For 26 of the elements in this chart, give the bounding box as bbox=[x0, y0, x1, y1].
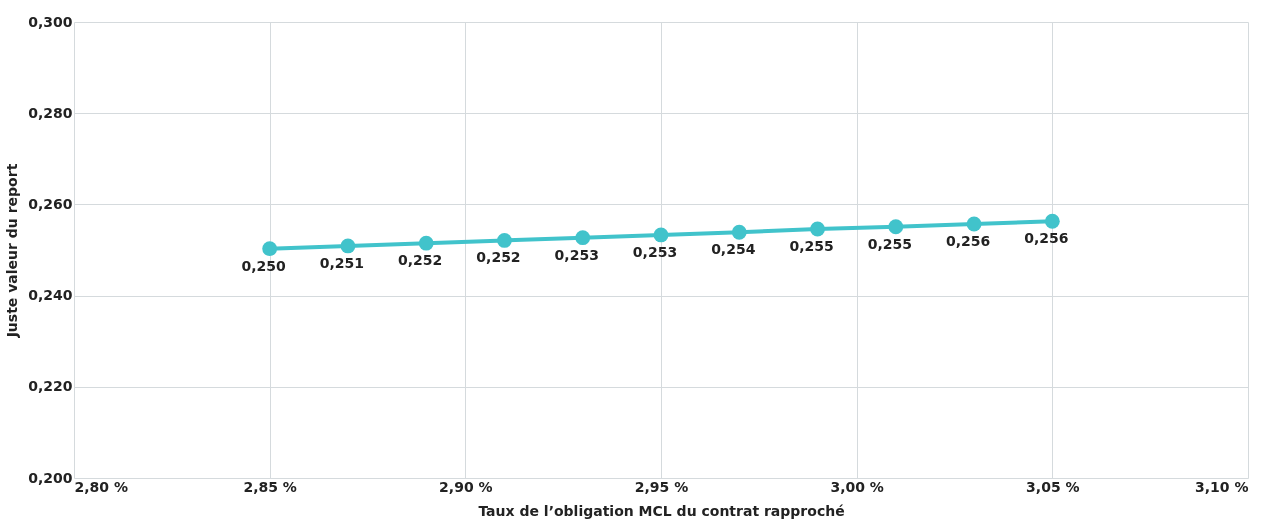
y-axis-title: Juste valeur du report bbox=[4, 163, 21, 339]
data-label: 0,256 bbox=[1024, 230, 1069, 247]
data-label: 0,255 bbox=[789, 238, 834, 255]
y-tick-label: 0,280 bbox=[28, 104, 73, 121]
x-tick-label: 3,05 % bbox=[1026, 478, 1080, 495]
x-tick-label: 3,00 % bbox=[830, 478, 884, 495]
data-label: 0,253 bbox=[554, 246, 599, 263]
y-tick-label: 0,200 bbox=[28, 469, 73, 486]
data-label: 0,252 bbox=[476, 249, 521, 266]
y-tick-label: 0,240 bbox=[28, 287, 73, 304]
data-label: 0,250 bbox=[241, 257, 287, 274]
data-label: 0,253 bbox=[632, 243, 678, 260]
y-tick-label: 0,220 bbox=[28, 378, 73, 395]
data-label: 0,254 bbox=[711, 241, 756, 258]
data-label: 0,251 bbox=[319, 254, 365, 271]
x-tick-label: 2,90 % bbox=[439, 478, 493, 495]
x-tick-label: 2,85 % bbox=[243, 478, 297, 495]
y-tick-label: 0,300 bbox=[28, 13, 73, 30]
data-label: 0,256 bbox=[945, 233, 991, 250]
y-tick-label: 0,260 bbox=[28, 195, 73, 212]
x-axis-title: Taux de l’obligation MCL du contrat rapproché bbox=[478, 502, 845, 519]
x-tick-label: 3,10 % bbox=[1195, 478, 1249, 495]
data-label: 0,255 bbox=[867, 235, 912, 252]
x-tick-label: 2,95 % bbox=[634, 478, 689, 495]
x-tick-label: 2,80 % bbox=[74, 478, 128, 495]
data-label: 0,252 bbox=[398, 252, 443, 269]
